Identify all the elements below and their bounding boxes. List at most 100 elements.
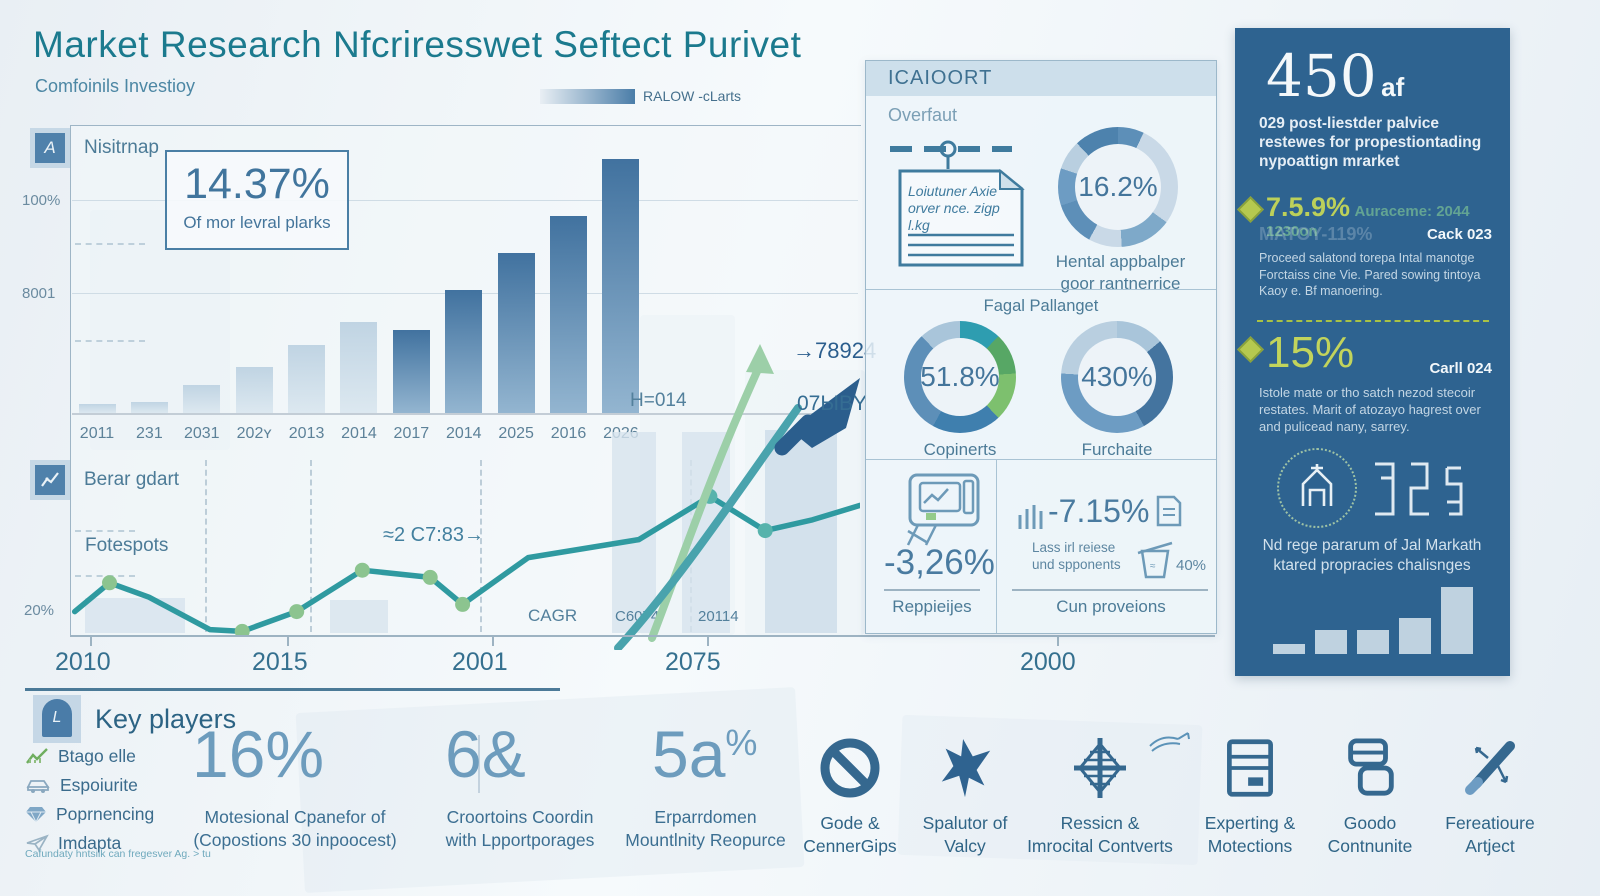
service-caption: Goodo Contnunite [1295,812,1445,858]
server-icon [1175,732,1325,804]
letter-l-icon: L [42,699,72,737]
sidebar-headline: 450 af [1266,42,1404,110]
bar-x-label: 2014 [341,425,377,442]
donut-chart-1: 16.2% [1058,127,1178,247]
footnote: Cafundaty hntsiik can fregesver Ag. > tu [25,848,211,860]
handwritten-note: Loiutuner Axie orver nce. zigp l.kg [908,183,1000,234]
no-sign-icon [775,732,925,804]
bar-column: 2025 [497,128,535,442]
main-bar-series: 20112312031202ʏ2013201420172014202520162… [78,128,640,442]
divider [1012,589,1208,591]
gridline [72,200,858,201]
report-cell1-caption: Reppieijes [892,597,972,616]
caption-line: Spalutor of [922,813,1008,833]
stat-caption-2: Croortoins Coordin with Lpportporages [425,806,615,852]
bar-x-label: 2013 [288,425,325,442]
note-line: Loiutuner Axie [908,183,997,199]
service-item: Fereatioure Artject [1415,732,1565,858]
bar-right-note: H=014 [630,390,687,411]
paper-plane-icon [26,834,49,852]
service-item: Goodo Contnunite [1295,732,1445,858]
stat-caption-3: Erparrdomen Mountlnity Reopurce [608,806,803,852]
gridline-dashed [75,243,145,245]
caption-line: Mountlnity Reopurce [625,830,786,850]
service-caption: Fereatioure Artject [1415,812,1565,858]
gridline-dashed [480,460,482,632]
key-players-list: Btago elle Espoiurite Poprnencing Imdapt… [25,742,154,857]
divider [478,735,480,793]
chart-monitor-icon [906,473,980,546]
service-caption: Gode & CennerGips [775,812,925,858]
x-axis-line [70,635,1215,637]
bar-x-label: 2017 [393,425,430,442]
x-axis-tick: 2010 [55,648,111,676]
service-caption: Ressicn & Imrocital Contverts [1025,812,1175,858]
gridline-dashed [205,460,207,632]
caption-line: Ressicn & [1060,813,1140,833]
bar-column: 2011 [78,128,116,442]
report-header: ICAIOORT [866,61,1216,96]
growth-chart-icon [26,748,48,764]
caption-line: Motesional Cpanefor of [204,807,386,827]
item1-tag: Cack 023 [1426,226,1492,243]
line-annotation: ≈2 C7:83→ [383,524,485,546]
mini-bar [1441,587,1473,654]
trend-line-chart [71,488,860,635]
svg-text:≈: ≈ [1150,561,1156,572]
caption-line: Fereatioure [1445,813,1535,833]
caption-line: Croortoins Coordin [446,807,594,827]
x-axis-tick: 2000 [1020,648,1076,676]
bar-column: 2017 [392,128,430,442]
trend-line-icon [35,465,65,495]
list-item-label: Espoiurite [60,774,138,795]
x-axis-tickmark [492,636,494,646]
report-cell1-value: -3,26% [884,543,995,582]
service-item: Gode & CennerGips [775,732,925,858]
line-chart-tag: Berar gdart [30,460,179,500]
inline-label: 20114 [698,608,739,625]
caption-line: Contnunite [1327,836,1413,856]
report-cell2-caption: Cun proveions [1056,597,1166,616]
bird-icon [1149,732,1190,752]
highlight-stat-box: 14.37% Of mor levral plarks [165,150,349,250]
stat-caption-1: Motesional Cpanefor of (Copostions 30 in… [180,806,410,852]
diamond-bullet-icon [1237,336,1264,363]
caption-line: Imrocital Contverts [1027,836,1173,856]
item2-tag: Carll 024 [1429,360,1492,377]
bar-column: 2013 [288,128,326,442]
bar-x-label: 231 [136,425,163,442]
series-label: Fotespots [85,535,169,556]
list-item: Btago elle [25,742,154,770]
sidebar-footer-text: Nd rege pararum of Jal Markath ktared pr… [1247,536,1497,576]
donut-caption: Furchaite [1081,440,1153,459]
background-column [765,430,837,633]
footer-line: ktared propracies chalisnges [1273,557,1471,574]
document-note-icon [890,140,1025,267]
mini-bar [1357,629,1389,654]
service-item: Experting & Motections [1175,732,1325,858]
dashed-divider [1257,320,1489,322]
donut-hole: 16.2% [1075,144,1161,230]
donut-value: 430% [1081,361,1153,392]
line-chart-icon-box [30,460,70,500]
donut-caption: Hental appbalper goor rantnerrice [1038,251,1203,295]
x-axis-tickmark [287,636,289,646]
note-line: und spponents [1032,557,1121,572]
divider [884,589,980,591]
gridline-dashed [75,575,135,577]
report-cell2-pct: 40% [1176,557,1207,574]
background-column [85,598,185,633]
divider [866,289,1216,290]
note-line: orver nce. zigp [908,200,1000,216]
donut-hole: 51.8% [920,338,1000,416]
stat-number: 5a [652,717,726,791]
stat-value-1: 16% [192,717,325,791]
gem-icon [26,807,46,823]
x-axis-tick: 2001 [452,648,508,676]
x-axis-tickmark [707,636,709,646]
arrow-caption-label: 07ЫBY [797,392,867,415]
item1-ghost-text: MATOY-119% [1259,224,1373,244]
caption-line: Erparrdomen [654,807,757,827]
bar-x-label: 2016 [550,425,587,442]
